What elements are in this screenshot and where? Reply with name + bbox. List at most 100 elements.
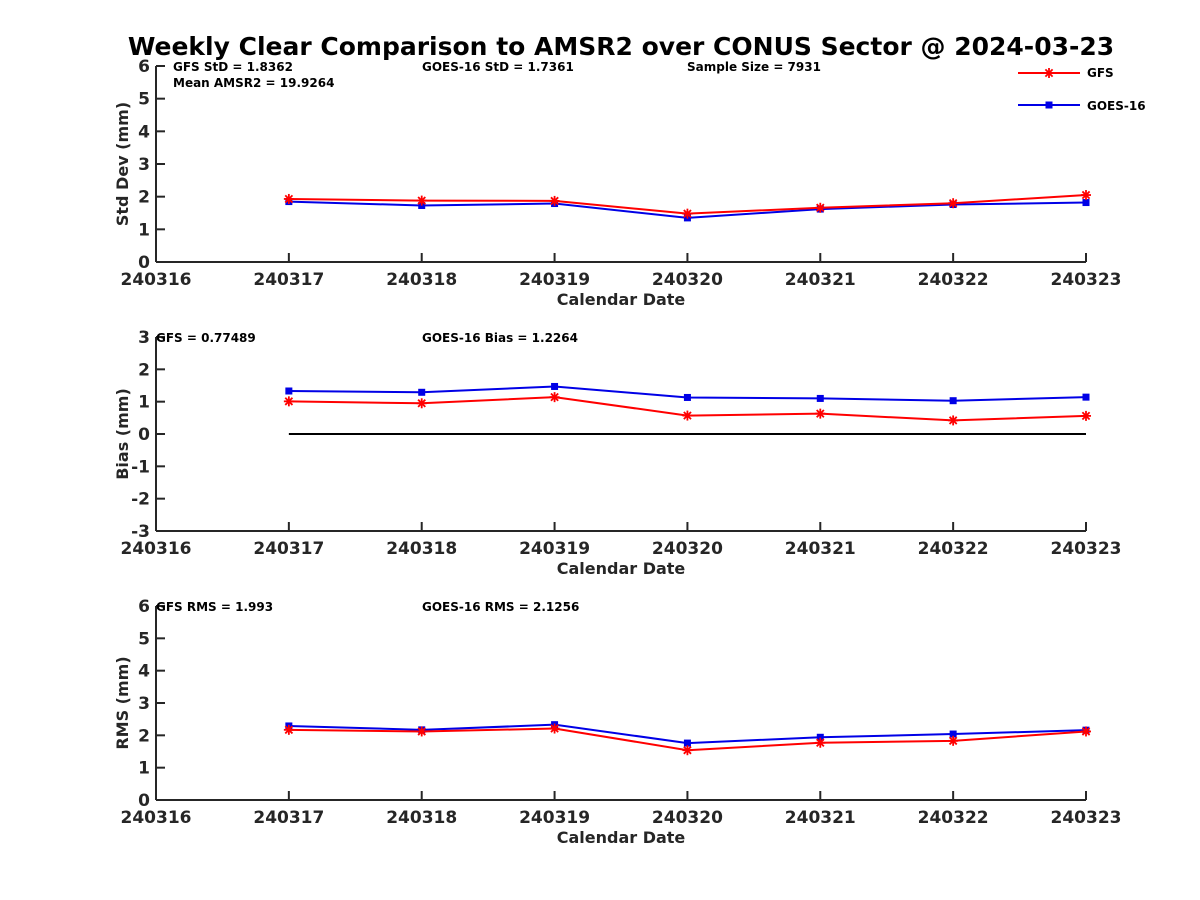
legend-item-goes16: GOES-16 — [1018, 99, 1146, 113]
data-point-gfs — [682, 745, 693, 756]
legend-goes16-marker — [1045, 101, 1053, 109]
x-tick-label: 240316 — [121, 270, 192, 290]
x-tick-label: 240319 — [519, 539, 590, 559]
data-point-gfs — [815, 202, 826, 213]
stat-annotation: GFS RMS = 1.993 — [156, 600, 273, 614]
data-point-gfs — [416, 726, 427, 737]
x-tick-label: 240320 — [652, 808, 723, 828]
y-tick-label: -1 — [131, 457, 150, 477]
y-tick-label: 3 — [138, 155, 150, 175]
legend-goes16-label: GOES-16 — [1087, 99, 1146, 113]
x-tick-label: 240317 — [253, 808, 324, 828]
x-tick-label: 240320 — [652, 270, 723, 290]
data-point-goes16 — [418, 388, 426, 396]
legend-gfs-marker — [1044, 68, 1054, 78]
x-tick-label: 240319 — [519, 808, 590, 828]
data-point-gfs — [815, 737, 826, 748]
data-point-gfs — [283, 396, 294, 407]
y-tick-label: 6 — [138, 597, 150, 617]
data-point-goes16 — [949, 730, 957, 738]
x-tick-label: 240321 — [785, 539, 856, 559]
y-tick-label: 2 — [138, 360, 150, 380]
y-tick-label: 5 — [138, 90, 150, 110]
y-tick-label: 0 — [138, 425, 150, 445]
data-point-gfs — [1081, 190, 1091, 201]
x-tick-label: 240321 — [785, 270, 856, 290]
x-tick-label: 240320 — [652, 539, 723, 559]
y-tick-label: 4 — [138, 662, 150, 682]
x-tick-label: 240318 — [386, 808, 457, 828]
data-point-gfs — [283, 724, 294, 735]
data-point-gfs — [549, 723, 560, 734]
data-point-gfs — [682, 208, 693, 219]
y-tick-label: 0 — [138, 253, 150, 273]
stat-annotation: GFS = 0.77489 — [156, 331, 256, 345]
data-point-goes16 — [551, 382, 559, 390]
x-tick-label: 240322 — [918, 808, 989, 828]
data-point-goes16 — [949, 397, 957, 405]
x-axis-label: Calendar Date — [557, 559, 686, 578]
y-tick-label: 2 — [138, 188, 150, 208]
panel-2: -3 -2 -1 0 1 2 3 240316 240317 240318 240319 240320… — [113, 328, 1121, 578]
y-tick-label: 4 — [138, 122, 150, 142]
data-point-gfs — [682, 410, 693, 421]
y-tick-label: 1 — [138, 759, 150, 779]
data-point-gfs — [416, 398, 427, 409]
x-tick-label: 240316 — [121, 539, 192, 559]
y-tick-label: 5 — [138, 629, 150, 649]
x-tick-label: 240318 — [386, 270, 457, 290]
panel-3: 0 1 2 3 4 5 6 240316 240317 240318 240319 240320 240… — [113, 597, 1121, 847]
data-point-goes16 — [1082, 199, 1090, 207]
stat-annotation: GOES-16 RMS = 2.1256 — [422, 600, 579, 614]
data-point-gfs — [283, 193, 294, 204]
data-point-gfs — [948, 198, 959, 209]
x-axis-label: Calendar Date — [557, 828, 686, 847]
data-point-gfs — [549, 392, 560, 403]
stat-annotation: GFS StD = 1.8362 — [173, 60, 293, 74]
x-tick-label: 240318 — [386, 539, 457, 559]
x-tick-label: 240322 — [918, 539, 989, 559]
y-tick-label: 1 — [138, 220, 150, 240]
data-point-goes16 — [683, 739, 691, 747]
x-tick-label: 240319 — [519, 270, 590, 290]
stat-annotation: GOES-16 Bias = 1.2264 — [422, 331, 578, 345]
stat-annotation: GOES-16 StD = 1.7361 — [422, 60, 574, 74]
data-point-gfs — [948, 735, 959, 746]
x-tick-label: 240321 — [785, 808, 856, 828]
data-point-goes16 — [816, 394, 824, 402]
data-point-gfs — [815, 408, 826, 419]
x-tick-label: 240323 — [1051, 270, 1122, 290]
legend-item-gfs: GFS — [1018, 66, 1114, 80]
x-axis-label: Calendar Date — [557, 290, 686, 309]
chart-title: Weekly Clear Comparison to AMSR2 over CO… — [128, 32, 1114, 61]
x-tick-label: 240316 — [121, 808, 192, 828]
y-tick-label: 3 — [138, 694, 150, 714]
stat-annotation: Sample Size = 7931 — [687, 60, 821, 74]
y-tick-label: 2 — [138, 726, 150, 746]
x-tick-label: 240317 — [253, 270, 324, 290]
data-point-goes16 — [683, 393, 691, 401]
x-tick-label: 240317 — [253, 539, 324, 559]
panel-1: 0 1 2 3 4 5 6 240316 240317 240318 240319 240320 240… — [113, 57, 1121, 309]
legend: GFS GOES-16 — [1018, 66, 1146, 113]
x-tick-label: 240323 — [1051, 539, 1122, 559]
y-axis-label: RMS (mm) — [113, 656, 132, 749]
x-tick-label: 240322 — [918, 270, 989, 290]
y-tick-label: -2 — [131, 490, 150, 510]
data-point-gfs — [549, 195, 560, 206]
data-point-goes16 — [1082, 393, 1090, 401]
stat-annotation: Mean AMSR2 = 19.9264 — [173, 76, 334, 90]
x-tick-label: 240323 — [1051, 808, 1122, 828]
legend-gfs-label: GFS — [1087, 66, 1114, 80]
y-tick-label: 3 — [138, 328, 150, 348]
y-axis-label: Std Dev (mm) — [113, 102, 132, 226]
data-point-gfs — [416, 195, 427, 206]
data-point-goes16 — [285, 387, 293, 395]
data-point-goes16 — [816, 733, 824, 741]
y-tick-label: 0 — [138, 791, 150, 811]
y-tick-label: 6 — [138, 57, 150, 77]
data-point-gfs — [1081, 410, 1091, 421]
y-axis-label: Bias (mm) — [113, 388, 132, 480]
